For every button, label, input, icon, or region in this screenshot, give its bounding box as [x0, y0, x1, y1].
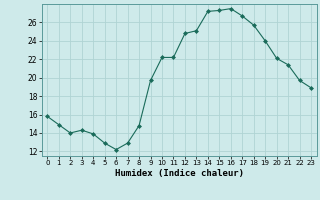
X-axis label: Humidex (Indice chaleur): Humidex (Indice chaleur)	[115, 169, 244, 178]
